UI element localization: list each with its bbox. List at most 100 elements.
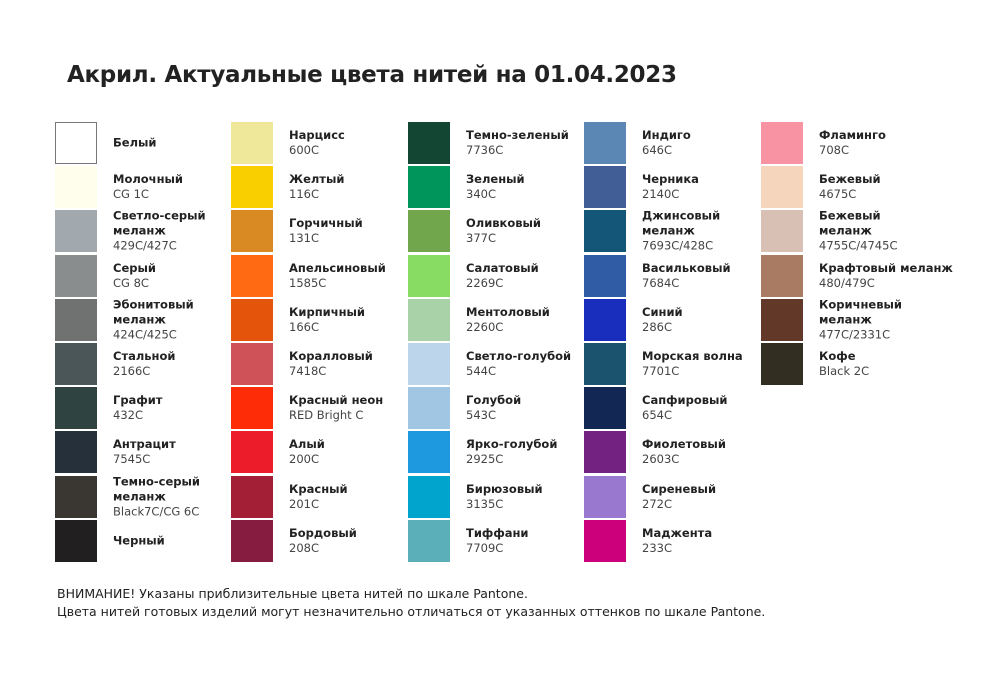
color-label: Алый 200C [289, 437, 325, 467]
color-name: Черника [642, 172, 699, 187]
color-label: Темно-зеленый 7736C [466, 128, 569, 158]
color-label: Красный неон RED Bright C [289, 393, 383, 423]
color-swatch [231, 298, 273, 341]
color-item: Бежевый 4675C [761, 166, 961, 209]
color-swatch [231, 254, 273, 297]
color-name: Кофе [819, 349, 856, 363]
pantone-code: Black7C/CG 6C [113, 504, 200, 519]
pantone-code: 233C [642, 540, 672, 555]
pantone-code: 2260C [466, 319, 504, 334]
color-item: Белый [55, 122, 255, 164]
color-swatch [408, 387, 450, 430]
color-name: Крафтовый меланж [819, 260, 953, 275]
pantone-code: 1585C [289, 275, 327, 290]
color-name: Нарцисс [289, 128, 345, 142]
pantone-code: 477C/2331C [819, 327, 891, 342]
color-item: Нарцисс 600C [231, 122, 431, 164]
color-item: Салатовый 2269C [408, 254, 608, 297]
pantone-code: 7684C [642, 275, 680, 290]
color-label: Бордовый 208C [289, 526, 357, 556]
color-swatch [408, 210, 450, 253]
color-name: Эбонитовый меланж [113, 297, 194, 327]
color-swatch [584, 254, 626, 297]
color-label: Ярко-голубой 2925C [466, 437, 557, 467]
color-name: Коралловый [289, 349, 373, 363]
color-label: Антрацит 7545C [113, 437, 176, 467]
color-name: Ярко-голубой [466, 437, 558, 452]
color-swatch [584, 387, 626, 430]
color-name: Фиолетовый [642, 437, 726, 452]
color-name: Индиго [642, 128, 691, 142]
color-label: Красный 201C [289, 482, 348, 512]
color-label: Маджента 233C [642, 526, 712, 556]
pantone-code: 7701C [642, 364, 680, 378]
color-label: Светло-голубой 544C [466, 349, 571, 379]
color-name: Светло-голубой [466, 349, 572, 363]
color-item: Темно-серый меланж Black7C/CG 6C [55, 474, 255, 519]
color-item: Бежевый меланж 4755C/4745C [761, 209, 961, 254]
pantone-code: 340C [466, 187, 496, 202]
color-name: Джинсовый меланж [642, 208, 721, 238]
color-swatch [761, 254, 803, 297]
pantone-code: 7545C [113, 452, 151, 467]
color-item: Оливковый 377C [408, 210, 608, 253]
pantone-code: 480/479C [819, 275, 875, 290]
color-item: Джинсовый меланж 7693C/428C [584, 209, 784, 254]
color-item: Морская волна 7701C [584, 343, 784, 385]
color-item: Алый 200C [231, 431, 431, 474]
pantone-code: 2269C [466, 275, 504, 290]
pantone-code: RED Bright C [289, 408, 364, 423]
color-swatch [761, 210, 803, 253]
color-name: Сапфировый [642, 393, 728, 408]
color-label: Черника 2140C [642, 172, 699, 202]
color-name: Апельсиновый [289, 260, 386, 275]
color-name: Салатовый [466, 260, 539, 275]
color-swatch [231, 387, 273, 430]
color-label: Тиффани 7709C [466, 526, 529, 556]
color-name: Красный неон [289, 393, 384, 408]
color-label: Джинсовый меланж 7693C/428C [642, 209, 720, 254]
color-swatch [55, 298, 97, 341]
color-swatch [584, 122, 626, 164]
color-swatch [761, 298, 803, 341]
color-swatch [584, 475, 626, 518]
color-item: Светло-серый меланж 429C/427C [55, 209, 255, 253]
pantone-code: 2603C [642, 452, 680, 467]
color-label: Индиго 646C [642, 128, 691, 158]
color-label: Бежевый 4675C [819, 172, 881, 202]
color-name: Темно-серый меланж [113, 474, 200, 504]
pantone-code: 286C [642, 319, 672, 334]
disclaimer-line-1: ВНИМАНИЕ! Указаны приблизительные цвета … [57, 586, 528, 601]
color-label: Бежевый меланж 4755C/4745C [819, 209, 897, 254]
pantone-code: 131C [289, 231, 319, 246]
color-item: Зеленый 340C [408, 166, 608, 209]
color-item: Голубой 543C [408, 387, 608, 430]
color-name: Синий [642, 304, 683, 319]
color-swatch [761, 166, 803, 209]
color-label: Коричневый меланж 477C/2331C [819, 297, 902, 342]
color-item: Васильковый 7684C [584, 254, 784, 297]
color-swatch [408, 254, 450, 297]
pantone-code: 7709C [466, 540, 504, 555]
color-label: Ментоловый 2260C [466, 305, 550, 335]
color-name: Графит [113, 393, 163, 408]
pantone-code: 543C [466, 408, 496, 423]
color-swatch [55, 431, 97, 474]
color-swatch [231, 210, 273, 253]
color-item: Бордовый 208C [231, 519, 431, 562]
color-item: Кирпичный 166C [231, 298, 431, 341]
color-label: Морская волна 7701C [642, 349, 743, 379]
color-swatch [584, 519, 626, 562]
color-swatch [408, 122, 450, 164]
color-swatch [55, 387, 97, 430]
color-label: Кофе Black 2C [819, 349, 869, 379]
color-swatch [584, 431, 626, 474]
color-item: Синий 286C [584, 298, 784, 341]
color-item: Эбонитовый меланж 424C/425C [55, 297, 255, 341]
color-item: Фиолетовый 2603C [584, 431, 784, 474]
color-item: Красный неон RED Bright C [231, 387, 431, 430]
pantone-code: 116C [289, 187, 319, 202]
color-swatch [584, 210, 626, 253]
color-swatch [55, 210, 97, 253]
pantone-code: 377C [466, 231, 496, 246]
